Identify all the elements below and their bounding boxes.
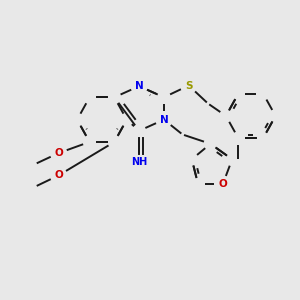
Text: O: O xyxy=(54,148,63,158)
Text: O: O xyxy=(54,170,63,180)
Text: N: N xyxy=(135,81,143,91)
Text: S: S xyxy=(185,80,193,91)
Text: NH: NH xyxy=(131,158,147,167)
Text: O: O xyxy=(218,179,227,189)
Text: N: N xyxy=(160,115,168,124)
